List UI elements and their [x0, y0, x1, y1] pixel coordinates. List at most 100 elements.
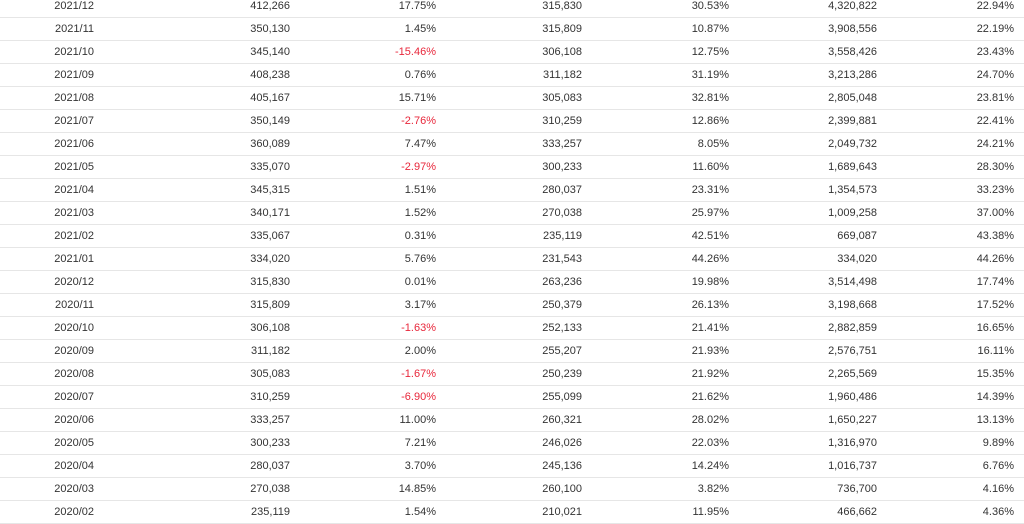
cell-revenue: 350,130 — [250, 23, 290, 35]
cell-cumulative-yoy: 22.94% — [976, 0, 1014, 12]
cell-cumulative-revenue: 669,087 — [837, 230, 877, 242]
cell-mom-change: 0.76% — [404, 69, 436, 81]
cell-month: 2021/07 — [54, 115, 94, 127]
cell-month: 2020/03 — [54, 483, 94, 495]
table-row: 2021/01 334,020 5.76% 231,543 44.26% 334,020 4… — [0, 248, 1024, 271]
cell-mom-change: -1.63% — [401, 322, 436, 334]
cell-cumulative-yoy: 17.52% — [976, 299, 1014, 311]
cell-mom-change: 0.01% — [404, 276, 436, 288]
cell-yoy-change: 30.53% — [691, 0, 729, 12]
cell-prev-year-revenue: 270,038 — [542, 207, 582, 219]
cell-revenue: 360,089 — [250, 138, 290, 150]
cell-yoy-change: 19.98% — [691, 276, 729, 288]
cell-cumulative-yoy: 23.81% — [976, 92, 1014, 104]
cell-revenue: 335,067 — [250, 230, 290, 242]
cell-prev-year-revenue: 305,083 — [542, 92, 582, 104]
cell-cumulative-revenue: 3,198,668 — [828, 299, 877, 311]
cell-yoy-change: 21.62% — [691, 391, 729, 403]
cell-prev-year-revenue: 315,809 — [542, 23, 582, 35]
table-row: 2021/09 408,238 0.76% 311,182 31.19% 3,213,28… — [0, 64, 1024, 87]
cell-month: 2021/05 — [54, 161, 94, 173]
table-row: 2020/05 300,233 7.21% 246,026 22.03% 1,316,97… — [0, 432, 1024, 455]
cell-yoy-change: 21.93% — [691, 345, 729, 357]
cell-mom-change: 1.51% — [404, 184, 436, 196]
table-row: 2020/12 315,830 0.01% 263,236 19.98% 3,514,49… — [0, 271, 1024, 294]
cell-prev-year-revenue: 300,233 — [542, 161, 582, 173]
cell-mom-change: 17.75% — [398, 0, 436, 12]
cell-yoy-change: 8.05% — [697, 138, 729, 150]
cell-cumulative-yoy: 43.38% — [976, 230, 1014, 242]
cell-prev-year-revenue: 250,239 — [542, 368, 582, 380]
cell-cumulative-revenue: 3,908,556 — [828, 23, 877, 35]
cell-revenue: 340,171 — [250, 207, 290, 219]
cell-yoy-change: 3.82% — [697, 483, 729, 495]
table-row: 2021/11 350,130 1.45% 315,809 10.87% 3,908,55… — [0, 18, 1024, 41]
cell-month: 2021/10 — [54, 46, 94, 58]
table-row: 2021/04 345,315 1.51% 280,037 23.31% 1,354,57… — [0, 179, 1024, 202]
cell-prev-year-revenue: 306,108 — [542, 46, 582, 58]
cell-month: 2020/05 — [54, 437, 94, 449]
cell-revenue: 333,257 — [250, 414, 290, 426]
cell-month: 2020/08 — [54, 368, 94, 380]
cell-revenue: 345,140 — [250, 46, 290, 58]
table-row: 2020/11 315,809 3.17% 250,379 26.13% 3,198,66… — [0, 294, 1024, 317]
cell-mom-change: -6.90% — [401, 391, 436, 403]
cell-revenue: 300,233 — [250, 437, 290, 449]
cell-cumulative-revenue: 1,016,737 — [828, 460, 877, 472]
cell-month: 2021/01 — [54, 253, 94, 265]
cell-yoy-change: 31.19% — [691, 69, 729, 81]
cell-revenue: 306,108 — [250, 322, 290, 334]
cell-cumulative-revenue: 1,316,970 — [828, 437, 877, 449]
cell-yoy-change: 25.97% — [691, 207, 729, 219]
cell-cumulative-yoy: 16.65% — [976, 322, 1014, 334]
cell-revenue: 350,149 — [250, 115, 290, 127]
cell-yoy-change: 42.51% — [691, 230, 729, 242]
cell-cumulative-yoy: 15.35% — [976, 368, 1014, 380]
cell-prev-year-revenue: 255,099 — [542, 391, 582, 403]
cell-prev-year-revenue: 231,543 — [542, 253, 582, 265]
cell-prev-year-revenue: 235,119 — [543, 230, 582, 242]
cell-mom-change: 11.00% — [399, 414, 437, 426]
cell-month: 2020/09 — [54, 345, 94, 357]
cell-cumulative-yoy: 33.23% — [976, 184, 1014, 196]
table-row: 2021/02 335,067 0.31% 235,119 42.51% 669,087 4… — [0, 225, 1024, 248]
cell-month: 2020/12 — [54, 276, 94, 288]
cell-yoy-change: 14.24% — [691, 460, 729, 472]
table-row: 2020/10 306,108 -1.63% 252,133 21.41% 2,882,8… — [0, 317, 1024, 340]
cell-cumulative-revenue: 1,354,573 — [828, 184, 877, 196]
cell-prev-year-revenue: 280,037 — [542, 184, 582, 196]
cell-revenue: 270,038 — [250, 483, 290, 495]
cell-yoy-change: 26.13% — [691, 299, 729, 311]
cell-prev-year-revenue: 333,257 — [542, 138, 582, 150]
cell-cumulative-revenue: 2,399,881 — [828, 115, 877, 127]
table-row: 2020/04 280,037 3.70% 245,136 14.24% 1,016,73… — [0, 455, 1024, 478]
cell-cumulative-yoy: 22.41% — [976, 115, 1014, 127]
cell-mom-change: 3.17% — [404, 299, 436, 311]
cell-prev-year-revenue: 263,236 — [542, 276, 582, 288]
cell-revenue: 315,830 — [250, 276, 290, 288]
cell-mom-change: 5.76% — [404, 253, 436, 265]
cell-cumulative-yoy: 13.13% — [976, 414, 1014, 426]
table-row: 2020/09 311,182 2.00% 255,207 21.93% 2,576,75… — [0, 340, 1024, 363]
cell-yoy-change: 12.75% — [691, 46, 729, 58]
cell-mom-change: 15.71% — [398, 92, 436, 104]
cell-prev-year-revenue: 310,259 — [542, 115, 582, 127]
cell-prev-year-revenue: 255,207 — [542, 345, 582, 357]
cell-prev-year-revenue: 260,321 — [542, 414, 582, 426]
cell-yoy-change: 12.86% — [691, 115, 729, 127]
cell-cumulative-revenue: 3,558,426 — [828, 46, 877, 58]
table-row: 2021/05 335,070 -2.97% 300,233 11.60% 1,689,6… — [0, 156, 1024, 179]
cell-yoy-change: 32.81% — [691, 92, 729, 104]
cell-yoy-change: 21.92% — [691, 368, 729, 380]
table-row: 2021/06 360,089 7.47% 333,257 8.05% 2,049,732… — [0, 133, 1024, 156]
cell-cumulative-revenue: 2,805,048 — [828, 92, 877, 104]
cell-month: 2020/02 — [54, 506, 94, 518]
cell-cumulative-yoy: 24.21% — [976, 138, 1014, 150]
cell-cumulative-revenue: 4,320,822 — [828, 0, 877, 12]
cell-revenue: 235,119 — [251, 506, 290, 518]
cell-cumulative-yoy: 4.16% — [982, 483, 1014, 495]
cell-cumulative-yoy: 24.70% — [976, 69, 1014, 81]
cell-cumulative-yoy: 14.39% — [976, 391, 1014, 403]
cell-cumulative-revenue: 3,514,498 — [828, 276, 877, 288]
cell-prev-year-revenue: 315,830 — [542, 0, 582, 12]
